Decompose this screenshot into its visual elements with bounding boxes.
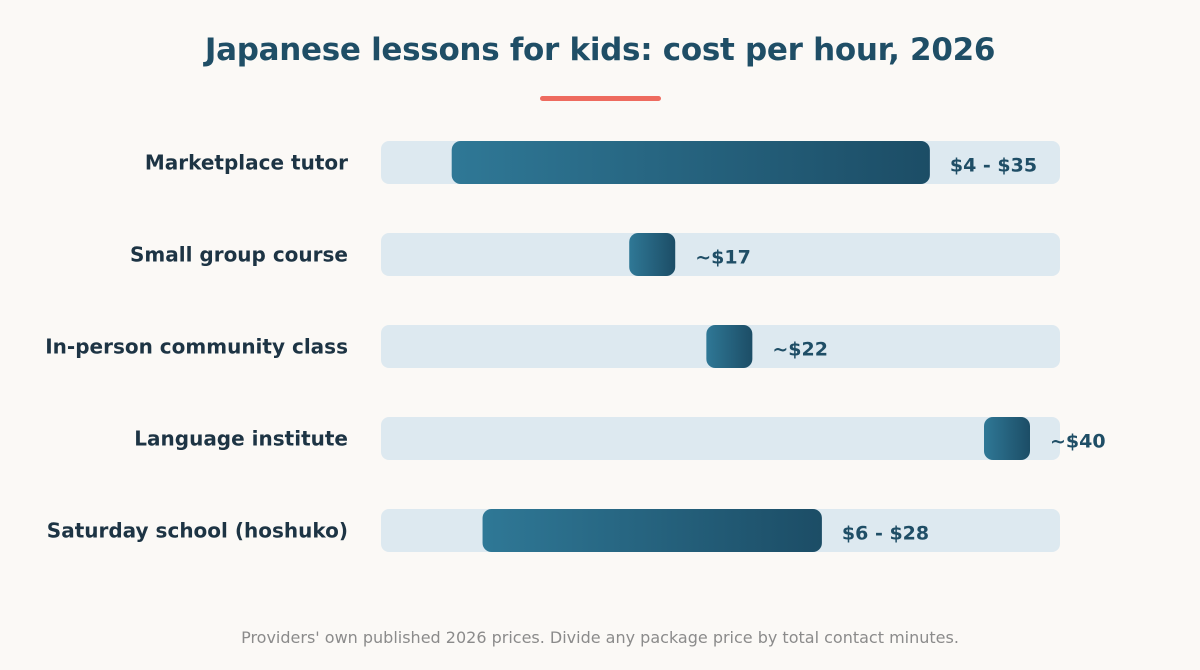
value-label: $6 - $28 — [842, 523, 929, 545]
chart-title: Japanese lessons for kids: cost per hour… — [204, 32, 996, 68]
chart-row: In-person community class ~$22 — [45, 325, 1060, 368]
bar-track — [381, 233, 1060, 276]
value-label: ~$22 — [772, 339, 828, 361]
range-bar — [984, 417, 1030, 460]
category-label: Small group course — [130, 243, 348, 267]
chart-row: Language institute ~$40 — [134, 417, 1106, 460]
category-label: Marketplace tutor — [145, 151, 348, 175]
category-label: In-person community class — [45, 335, 348, 359]
title-accent-underline — [540, 96, 661, 101]
value-label: ~$17 — [695, 247, 751, 269]
value-label: ~$40 — [1050, 431, 1106, 453]
footnote: Providers' own published 2026 prices. Di… — [241, 628, 959, 647]
value-label: $4 - $35 — [950, 155, 1037, 177]
range-bar — [629, 233, 676, 276]
chart-rows: Marketplace tutor $4 - $35 Small group cou… — [45, 141, 1106, 552]
chart-row: Saturday school (hoshuko) $6 - $28 — [47, 509, 1060, 552]
chart-row: Small group course ~$17 — [130, 233, 1060, 276]
category-label: Language institute — [134, 427, 348, 451]
range-bar — [451, 141, 930, 184]
range-bar — [706, 325, 753, 368]
range-bar — [482, 509, 822, 552]
bar-track — [381, 417, 1060, 460]
category-label: Saturday school (hoshuko) — [47, 519, 348, 543]
chart-row: Marketplace tutor $4 - $35 — [145, 141, 1060, 184]
